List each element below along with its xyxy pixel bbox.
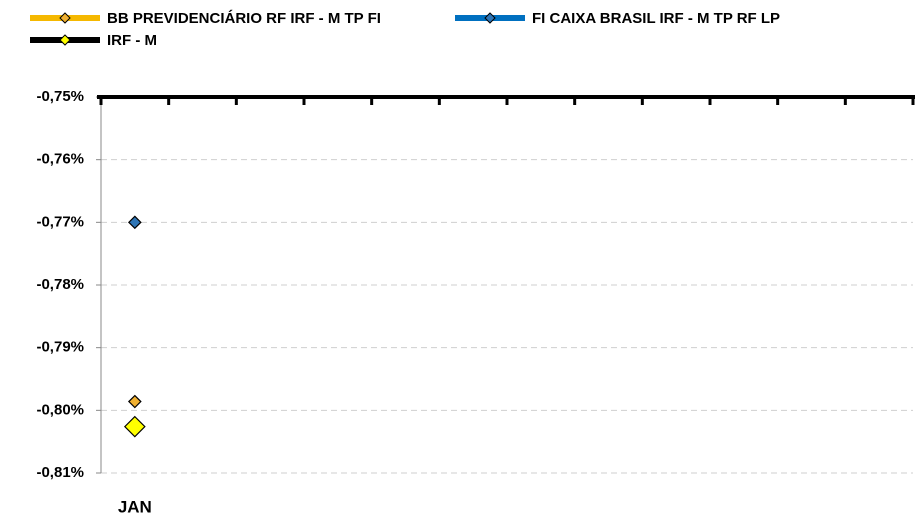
legend-label: BB PREVIDENCIÁRIO RF IRF - M TP FI [107,10,381,27]
y-tick-label: -0,75% [36,88,84,105]
y-tick-label: -0,81% [36,464,84,481]
marker [123,415,146,438]
y-tick-label: -0,80% [36,401,84,418]
legend-marker [59,34,71,46]
marker [127,215,142,230]
x-tick-label: JAN [118,497,152,516]
legend-label: FI CAIXA BRASIL IRF - M TP RF LP [532,10,780,27]
marker [127,394,142,409]
y-tick-label: -0,76% [36,151,84,168]
y-tick-label: -0,79% [36,339,84,356]
legend-label: IRF - M [107,32,157,49]
legend-marker [484,12,496,24]
y-tick-label: -0,78% [36,276,84,293]
y-tick-label: -0,77% [36,213,84,230]
legend-marker [59,12,71,24]
